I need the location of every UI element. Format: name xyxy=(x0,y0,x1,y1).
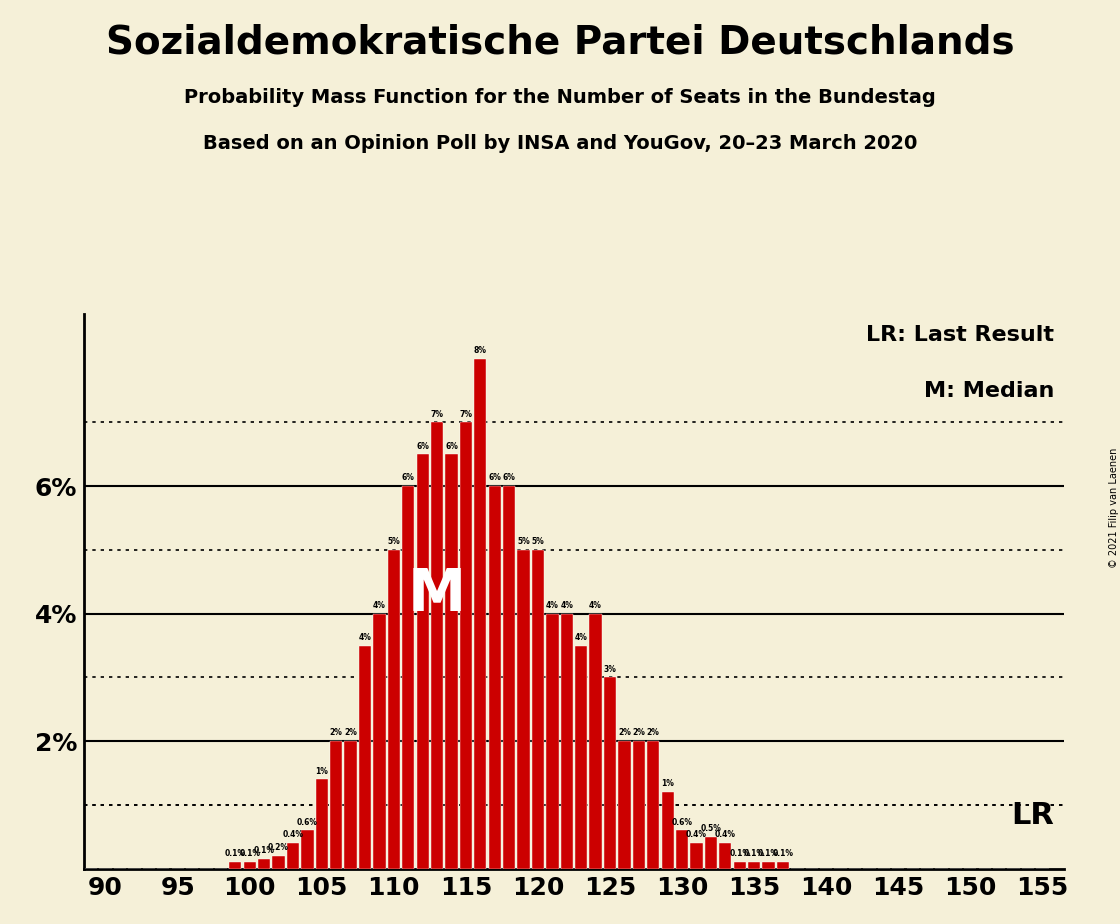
Bar xyxy=(388,550,400,869)
Bar xyxy=(301,831,314,869)
Bar xyxy=(330,741,343,869)
Bar xyxy=(287,843,299,869)
Bar xyxy=(719,843,731,869)
Text: 0.4%: 0.4% xyxy=(282,831,304,839)
Bar xyxy=(662,792,674,869)
Text: 6%: 6% xyxy=(402,473,414,482)
Text: 0.6%: 0.6% xyxy=(672,818,692,826)
Bar xyxy=(633,741,645,869)
Text: 0.1%: 0.1% xyxy=(758,849,780,858)
Bar xyxy=(575,646,587,869)
Bar xyxy=(690,843,702,869)
Text: 5%: 5% xyxy=(388,537,400,546)
Text: 2%: 2% xyxy=(647,728,660,737)
Bar xyxy=(446,455,458,869)
Text: 1%: 1% xyxy=(316,767,328,775)
Bar xyxy=(748,862,760,869)
Text: 2%: 2% xyxy=(633,728,645,737)
Text: 4%: 4% xyxy=(373,601,386,610)
Text: 0.1%: 0.1% xyxy=(773,849,793,858)
Text: LR: Last Result: LR: Last Result xyxy=(866,325,1054,346)
Bar xyxy=(373,614,385,869)
Bar xyxy=(604,677,616,869)
Bar xyxy=(503,486,515,869)
Bar xyxy=(460,422,472,869)
Bar xyxy=(316,779,328,869)
Text: 0.6%: 0.6% xyxy=(297,818,318,826)
Bar xyxy=(704,837,717,869)
Bar xyxy=(532,550,544,869)
Text: 0.1%: 0.1% xyxy=(729,849,750,858)
Bar xyxy=(734,862,746,869)
Text: 7%: 7% xyxy=(459,409,473,419)
Text: 0.5%: 0.5% xyxy=(700,824,721,833)
Text: 8%: 8% xyxy=(474,346,487,355)
Bar xyxy=(402,486,414,869)
Bar xyxy=(417,455,429,869)
Bar xyxy=(763,862,775,869)
Text: LR: LR xyxy=(1011,801,1054,831)
Text: Based on an Opinion Poll by INSA and YouGov, 20–23 March 2020: Based on an Opinion Poll by INSA and You… xyxy=(203,134,917,153)
Text: 2%: 2% xyxy=(329,728,343,737)
Text: 4%: 4% xyxy=(575,633,588,641)
Text: 4%: 4% xyxy=(589,601,603,610)
Text: 0.4%: 0.4% xyxy=(715,831,736,839)
Text: 0.4%: 0.4% xyxy=(685,831,707,839)
Text: 2%: 2% xyxy=(344,728,357,737)
Bar xyxy=(244,862,255,869)
Bar xyxy=(517,550,530,869)
Text: 2%: 2% xyxy=(618,728,631,737)
Text: 5%: 5% xyxy=(532,537,544,546)
Text: 0.1%: 0.1% xyxy=(253,846,274,856)
Bar xyxy=(272,856,284,869)
Bar xyxy=(345,741,357,869)
Bar xyxy=(488,486,501,869)
Bar xyxy=(358,646,371,869)
Bar xyxy=(676,831,688,869)
Bar xyxy=(589,614,601,869)
Bar xyxy=(647,741,660,869)
Bar xyxy=(431,422,444,869)
Bar xyxy=(618,741,631,869)
Text: M: Median: M: Median xyxy=(924,381,1054,401)
Text: 7%: 7% xyxy=(430,409,444,419)
Bar xyxy=(230,862,242,869)
Text: 4%: 4% xyxy=(545,601,559,610)
Text: Sozialdemokratische Partei Deutschlands: Sozialdemokratische Partei Deutschlands xyxy=(105,23,1015,61)
Text: 5%: 5% xyxy=(517,537,530,546)
Text: Probability Mass Function for the Number of Seats in the Bundestag: Probability Mass Function for the Number… xyxy=(184,88,936,107)
Bar xyxy=(258,859,270,869)
Bar xyxy=(777,862,790,869)
Text: 6%: 6% xyxy=(445,442,458,451)
Text: 0.1%: 0.1% xyxy=(225,849,245,858)
Text: 6%: 6% xyxy=(503,473,515,482)
Text: 0.2%: 0.2% xyxy=(268,843,289,852)
Bar xyxy=(474,359,486,869)
Bar xyxy=(547,614,559,869)
Bar xyxy=(561,614,573,869)
Text: M: M xyxy=(408,566,466,623)
Text: 6%: 6% xyxy=(417,442,429,451)
Text: 0.1%: 0.1% xyxy=(240,849,260,858)
Text: 1%: 1% xyxy=(661,779,674,788)
Text: 3%: 3% xyxy=(604,664,616,674)
Text: 4%: 4% xyxy=(560,601,573,610)
Text: 6%: 6% xyxy=(488,473,501,482)
Text: 4%: 4% xyxy=(358,633,372,641)
Text: © 2021 Filip van Laenen: © 2021 Filip van Laenen xyxy=(1110,448,1119,568)
Text: 0.1%: 0.1% xyxy=(744,849,765,858)
